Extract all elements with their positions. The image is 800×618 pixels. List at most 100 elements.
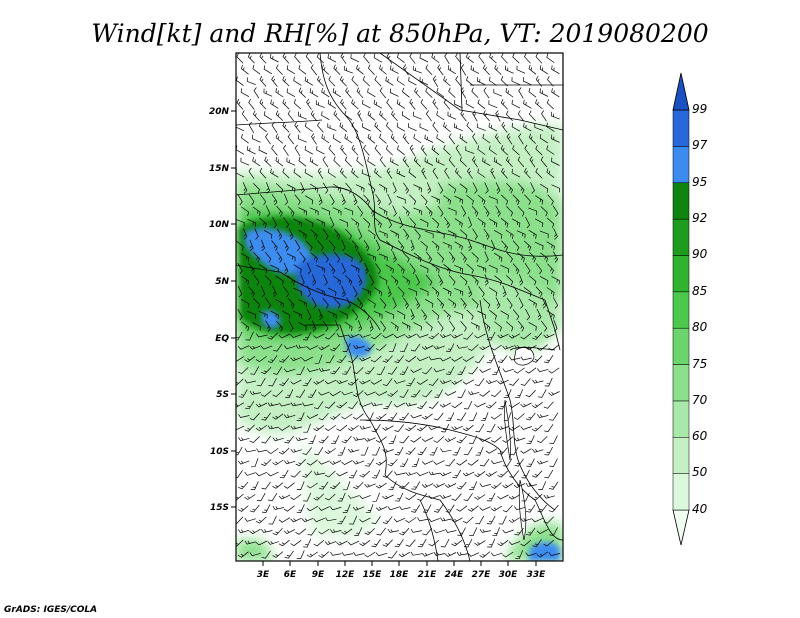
wind-barb [244, 356, 256, 363]
wind-barb [551, 65, 560, 75]
wind-barb [242, 228, 248, 240]
wind-barb [307, 368, 319, 372]
wind-barb [275, 275, 284, 285]
wind-barb [261, 529, 273, 533]
wind-barb [349, 515, 358, 525]
wind-barb [518, 297, 524, 309]
wind-barb [248, 98, 255, 110]
wind-barb [359, 403, 371, 408]
wind-barb [337, 446, 346, 456]
wind-barb [454, 167, 462, 179]
wind-barb [543, 494, 555, 499]
wind-barb [387, 390, 399, 397]
wind-barb [359, 379, 371, 385]
wind-barb [350, 54, 360, 63]
wind-barb [411, 458, 420, 468]
wind-barb [421, 167, 427, 180]
wind-barb [347, 495, 360, 499]
wind-barb [474, 378, 485, 387]
wind-barb [382, 494, 394, 500]
colorbar-band [672, 109, 690, 147]
wind-barb [502, 436, 514, 443]
wind-barb [316, 265, 326, 273]
wind-barb [490, 413, 502, 420]
wind-barb [494, 64, 502, 75]
wind-barb [333, 298, 341, 309]
wind-barb [318, 481, 329, 490]
wind-barb [272, 551, 284, 558]
wind-barb [278, 494, 291, 500]
wind-barb [374, 122, 382, 133]
wind-barb [266, 182, 271, 194]
wind-barb [290, 334, 302, 339]
wind-barb [374, 75, 382, 87]
wind-barb [356, 87, 364, 99]
wind-barb [413, 322, 422, 331]
lat-label: 5N [215, 277, 229, 287]
wind-barb [466, 263, 474, 274]
wind-barb [442, 241, 452, 250]
wind-barb [339, 122, 348, 132]
wind-barb [428, 539, 440, 547]
wind-barb [536, 344, 548, 351]
wind-barb [543, 516, 554, 524]
wind-barb [513, 483, 526, 489]
wind-barb [303, 538, 312, 548]
wind-barb [259, 53, 267, 64]
wind-barb [503, 412, 512, 422]
wind-barb [523, 240, 532, 251]
wind-barb [337, 515, 347, 525]
wind-barb [327, 99, 336, 109]
wind-barb [437, 274, 444, 286]
wind-barb [463, 538, 473, 548]
wind-barb [546, 310, 555, 320]
wind-barb [324, 493, 336, 501]
wind-barb [431, 309, 440, 320]
wind-barb [414, 87, 421, 99]
wind-barb [367, 298, 376, 308]
wind-barb [479, 390, 491, 397]
wind-barb [261, 459, 272, 467]
wind-barb [488, 76, 497, 86]
wind-barb [249, 504, 260, 513]
wind-barb [470, 322, 480, 331]
wind-barb [252, 322, 261, 331]
wind-barb [511, 218, 521, 228]
colorbar-label: 50 [692, 465, 708, 479]
wind-barb [411, 504, 421, 513]
wind-barb [548, 391, 560, 396]
wind-barb [250, 458, 259, 468]
wind-barb [540, 183, 549, 193]
wind-barb [367, 253, 377, 262]
lat-label: 5S [216, 390, 229, 400]
wind-barb [341, 551, 353, 556]
wind-barb [311, 297, 317, 309]
wind-barb [506, 251, 513, 263]
wind-barb [526, 527, 536, 536]
wind-barb [399, 527, 410, 536]
wind-barb [514, 344, 526, 349]
wind-barb [330, 343, 341, 352]
wind-barb [249, 552, 261, 557]
wind-barb [282, 168, 290, 179]
colorbar-band [672, 400, 690, 438]
wind-barb [327, 168, 336, 178]
wind-barb [298, 229, 307, 239]
wind-barb [549, 481, 559, 490]
wind-barb [516, 65, 526, 74]
wind-barb [298, 156, 307, 167]
wind-barb [501, 240, 509, 252]
wind-barb [261, 550, 271, 559]
wind-barb [422, 366, 433, 375]
wind-barb [512, 145, 520, 156]
wind-barb [505, 321, 514, 332]
wind-barb [284, 345, 296, 350]
wind-barb [505, 229, 514, 239]
wind-barb [403, 64, 409, 76]
wind-barb [421, 552, 434, 557]
wind-barb [525, 412, 536, 421]
wind-barb [270, 310, 279, 320]
wind-barb [437, 205, 444, 217]
wind-barb [401, 111, 410, 121]
wind-barb [405, 539, 416, 547]
